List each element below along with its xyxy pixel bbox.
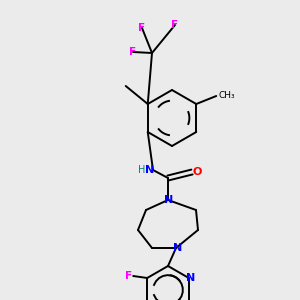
Text: F: F (125, 271, 132, 281)
Text: CH₃: CH₃ (218, 92, 235, 100)
Text: H: H (138, 165, 146, 175)
Text: F: F (138, 23, 146, 33)
Text: N: N (164, 195, 174, 205)
Text: N: N (186, 273, 195, 283)
Text: N: N (173, 243, 183, 253)
Text: F: F (129, 47, 137, 57)
Text: F: F (171, 20, 178, 30)
Text: N: N (146, 165, 154, 175)
Text: O: O (192, 167, 202, 177)
